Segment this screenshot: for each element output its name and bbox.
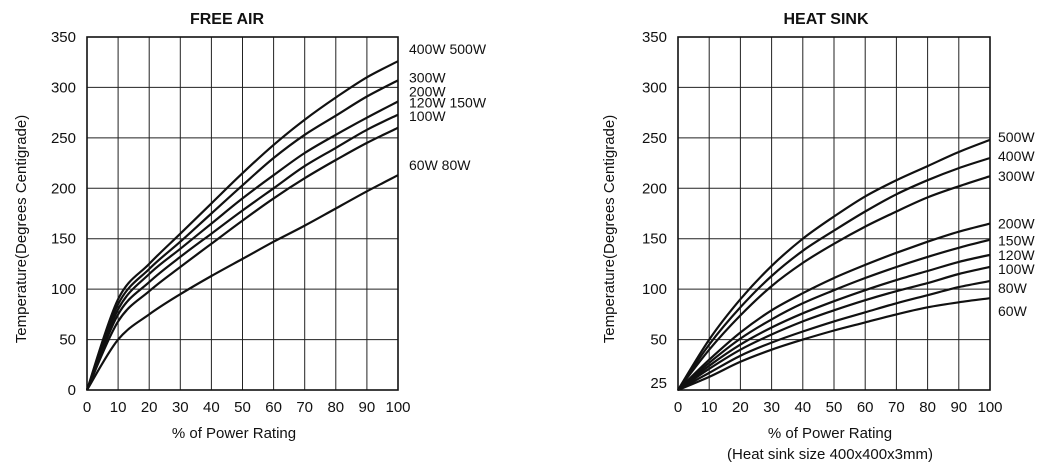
y-axis-title: Temperature(Degrees Centigrade) — [13, 115, 30, 343]
series-label: 300W — [409, 69, 446, 85]
x-tick-label: 80 — [327, 399, 344, 416]
x-tick-label: 40 — [794, 399, 811, 416]
x-tick-label: 20 — [732, 399, 749, 416]
x-tick-label: 100 — [385, 399, 410, 416]
x-tick-label: 10 — [110, 399, 127, 416]
heat-sink-chart: HEAT SINK % of Power Rating (Heat sink s… — [601, 11, 1035, 463]
series-label: 150W — [998, 233, 1035, 249]
x-tick-label: 80 — [919, 399, 936, 416]
y-axis-title: Temperature(Degrees Centigrade) — [601, 115, 618, 343]
free-air-plot: 0 10 20 30 40 50 60 70 80 90 100 0 50 100 150 200 250 300… — [51, 29, 487, 416]
y-tick-label: 100 — [642, 281, 667, 298]
x-axis-title: % of Power Rating — [768, 425, 892, 442]
series-label: 200W — [409, 84, 446, 100]
x-tick-label: 0 — [674, 399, 682, 416]
x-tick-label: 30 — [172, 399, 189, 416]
chart-note: (Heat sink size 400x400x3mm) — [727, 446, 933, 463]
series-line — [86, 174, 399, 391]
free-air-chart: FREE AIR % of Power Rating Temperature(D… — [13, 11, 487, 442]
x-tick-label: 100 — [977, 399, 1002, 416]
series-label: 100W — [409, 108, 446, 124]
y-tick-label: 150 — [51, 231, 76, 248]
series-line — [677, 138, 991, 391]
series-label: 120W 150W — [409, 95, 487, 111]
series-line — [85, 113, 399, 391]
chart-title: HEAT SINK — [783, 11, 868, 28]
series-line — [85, 100, 399, 391]
plot-frame — [86, 36, 399, 391]
series-line — [677, 222, 991, 391]
y-tick-label: 200 — [51, 180, 76, 197]
series-label: 120W — [998, 247, 1035, 263]
y-tick-label: 25 — [650, 375, 667, 392]
series-label: 500W — [998, 129, 1035, 145]
x-axis-title: % of Power Rating — [172, 425, 296, 442]
series-label: 60W 80W — [409, 157, 471, 173]
y-tick-label: 150 — [642, 231, 667, 248]
series-line — [677, 265, 991, 391]
series-label: 200W — [998, 216, 1035, 232]
x-tick-label: 0 — [83, 399, 91, 416]
series-label: 80W — [998, 280, 1028, 296]
x-tick-label: 60 — [265, 399, 282, 416]
series-label: 300W — [998, 168, 1035, 184]
x-tick-label: 70 — [888, 399, 905, 416]
y-tick-label: 350 — [51, 29, 76, 46]
series-line — [85, 79, 399, 391]
x-tick-label: 60 — [857, 399, 874, 416]
series-line — [677, 297, 991, 392]
heat-sink-plot: 0 10 20 30 40 50 60 70 80 90 100 50 100 150 200 250 300 3… — [642, 29, 1035, 416]
x-tick-label: 10 — [701, 399, 718, 416]
x-tick-label: 70 — [296, 399, 313, 416]
series-line — [677, 280, 991, 391]
y-tick-label: 50 — [650, 332, 667, 349]
chart-title: FREE AIR — [190, 11, 265, 28]
y-tick-label: 50 — [59, 332, 76, 349]
series-line — [677, 156, 991, 391]
series-label: 400W 500W — [409, 41, 487, 57]
x-tick-label: 30 — [763, 399, 780, 416]
y-tick-label: 300 — [51, 79, 76, 96]
series-line — [85, 60, 399, 391]
y-tick-label: 250 — [642, 130, 667, 147]
y-tick-label: 300 — [642, 79, 667, 96]
x-tick-label: 90 — [950, 399, 967, 416]
series-label: 400W — [998, 148, 1035, 164]
series-label: 100W — [998, 261, 1035, 277]
x-tick-label: 40 — [203, 399, 220, 416]
y-tick-label: 100 — [51, 281, 76, 298]
series-line — [85, 126, 399, 391]
x-tick-label: 50 — [826, 399, 843, 416]
y-tick-label: 250 — [51, 130, 76, 147]
series-line — [677, 253, 991, 391]
y-tick-label: 200 — [642, 180, 667, 197]
series-line — [677, 175, 991, 391]
y-tick-label: 350 — [642, 29, 667, 46]
series-label: 60W — [998, 303, 1028, 319]
series-line — [677, 238, 991, 391]
plot-frame — [677, 36, 991, 391]
x-tick-label: 50 — [234, 399, 251, 416]
x-tick-label: 20 — [141, 399, 158, 416]
x-tick-label: 90 — [359, 399, 376, 416]
y-tick-label: 0 — [68, 382, 76, 399]
